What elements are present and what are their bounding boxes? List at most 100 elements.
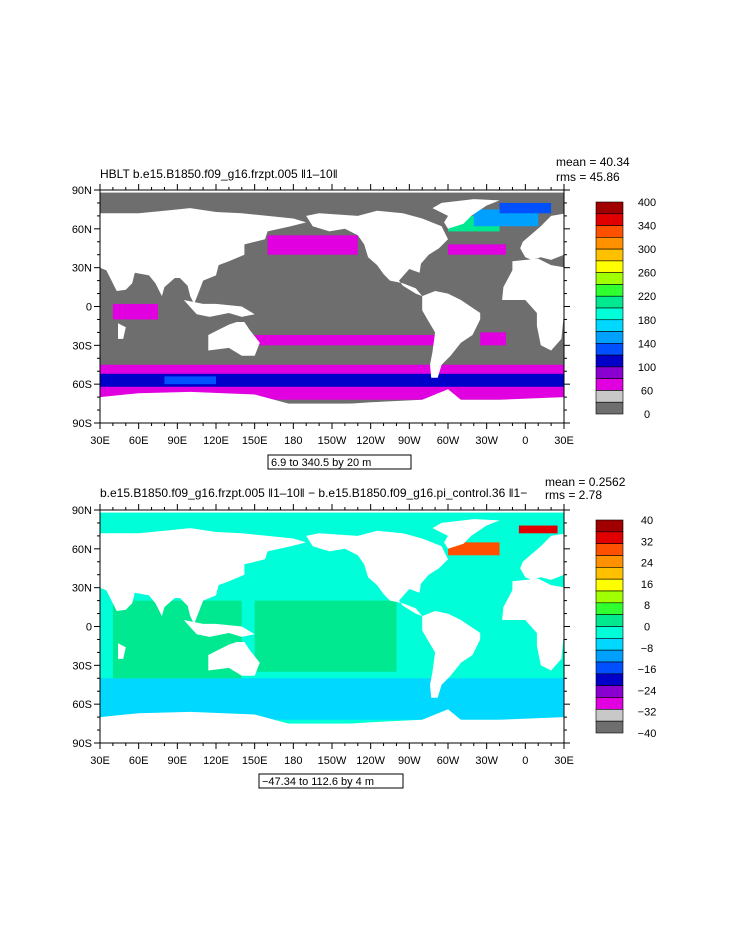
x-tick-label: 60E	[129, 755, 149, 767]
panel1-subtitle: 6.9 to 340.5 by 20 m	[271, 457, 371, 469]
y-tick-label: 30N	[72, 263, 92, 275]
colorbar-box	[595, 555, 624, 568]
y-tick-label: 30S	[72, 340, 92, 352]
panel1-subtitle-box	[267, 454, 412, 470]
colorbar-label: 8	[644, 600, 650, 612]
field-region	[473, 209, 539, 227]
colorbar-box	[595, 567, 624, 580]
y-tick-label: 60N	[72, 544, 92, 556]
x-tick-label: 90E	[168, 435, 188, 447]
colorbar-box	[595, 578, 624, 592]
colorbar-label: 220	[638, 291, 656, 303]
panel1-axes: 30E 60E 90E 120E 150E 180 150W 120W 90W 60W 30W 0 30…	[72, 184, 574, 447]
y-tick-label: 90N	[72, 505, 92, 517]
colorbar-label: 0	[644, 622, 650, 634]
colorbar-box	[595, 519, 624, 533]
field-region	[448, 244, 506, 255]
land-asia	[100, 528, 307, 624]
panel1-title: HBLT b.e15.B1850.f09_g16.frzpt.005 ‖1–10…	[100, 167, 338, 181]
land-arabia-gap	[100, 585, 133, 611]
colorbar-box	[595, 649, 624, 663]
y-tick-label: 0	[86, 302, 92, 314]
colorbar-box	[595, 319, 624, 332]
panel2-title: b.e15.B1850.f09_g16.frzpt.005 ‖1–10‖ − b…	[100, 486, 527, 500]
panel2-land	[100, 519, 567, 743]
colorbar-box	[595, 343, 624, 356]
y-tick-label: 90S	[72, 418, 92, 430]
land-asia	[100, 208, 307, 304]
land-antarctica	[100, 709, 564, 743]
land-africa	[502, 578, 567, 671]
colorbar-box	[595, 685, 624, 698]
x-tick-label: 150W	[318, 435, 347, 447]
x-tick-label: 0	[522, 435, 528, 447]
y-tick-label: 60S	[72, 699, 92, 711]
land-greenland	[432, 519, 500, 549]
colorbar-label: −8	[641, 643, 654, 655]
panel2-subtitle-box	[258, 773, 404, 789]
field-region	[112, 303, 158, 320]
land-australia	[208, 642, 260, 676]
colorbar-box	[595, 307, 624, 321]
panel1-mean: mean = 40.34	[556, 155, 630, 169]
colorbar-box	[595, 366, 624, 379]
colorbar-label: −40	[638, 728, 657, 740]
land-madagascar	[118, 643, 126, 659]
colorbar-label: −24	[638, 685, 657, 697]
panel1-land	[100, 199, 567, 423]
panel1-colorbar: 400 340 300 260 220 180 140 100 60 0	[595, 197, 656, 421]
x-tick-label: 120E	[203, 435, 229, 447]
land-north-america	[306, 210, 448, 297]
land-africa	[502, 258, 567, 351]
y-tick-label: 30S	[72, 660, 92, 672]
colorbar-box	[595, 638, 624, 651]
x-tick-label: 90E	[168, 755, 188, 767]
panel2-colorbar: 40 32 24 16 8 0 −8 −16 −24 −32 −40	[595, 515, 657, 740]
x-tick-label: 150W	[318, 755, 347, 767]
colorbar-label: −32	[638, 707, 657, 719]
x-tick-label: 30E	[554, 435, 574, 447]
field-region	[518, 525, 558, 534]
land-madagascar	[118, 323, 126, 339]
x-tick-label: 150E	[242, 435, 268, 447]
y-tick-label: 30N	[72, 583, 92, 595]
colorbar-box	[595, 531, 624, 544]
colorbar-label: 400	[638, 197, 656, 209]
colorbar-box	[595, 237, 624, 250]
land-eurasia	[520, 213, 567, 260]
colorbar-label: 24	[641, 558, 653, 570]
y-tick-label: 0	[86, 622, 92, 634]
x-tick-label: 120W	[356, 435, 385, 447]
field-region	[499, 202, 552, 214]
y-tick-label: 90S	[72, 738, 92, 750]
colorbar-label: 300	[638, 244, 656, 256]
colorbar-box	[595, 709, 624, 722]
colorbar-box	[595, 661, 624, 675]
colorbar-label: 16	[641, 579, 653, 591]
x-tick-label: 30E	[90, 755, 110, 767]
field-region	[241, 334, 448, 346]
y-tick-label: 60S	[72, 379, 92, 391]
colorbar-label: 180	[638, 315, 656, 327]
x-tick-label: 60E	[129, 435, 149, 447]
land-australia	[208, 322, 260, 356]
panel2-subtitle: −47.34 to 112.6 by 4 m	[262, 776, 374, 788]
y-tick-label: 60N	[72, 224, 92, 236]
panel2-axes: 30E 60E 90E 120E 150E 180 150W 120W 90W 60W 30W 0 30…	[72, 504, 574, 767]
colorbar-label: 32	[641, 536, 653, 548]
colorbar-box	[595, 354, 624, 368]
colorbar-box	[595, 626, 624, 639]
land-greenland	[432, 199, 500, 229]
x-tick-label: 60W	[437, 435, 460, 447]
colorbar-label: 0	[644, 409, 650, 421]
colorbar-label: 140	[638, 338, 656, 350]
colorbar-box	[595, 284, 624, 297]
colorbar-box	[595, 390, 624, 403]
colorbar-box	[595, 378, 624, 391]
field-region	[254, 600, 397, 672]
colorbar-box	[595, 720, 624, 734]
panel2-rms: rms = 2.78	[545, 488, 602, 502]
colorbar-box	[595, 697, 624, 710]
y-tick-label: 90N	[72, 185, 92, 197]
colorbar-box	[595, 543, 624, 556]
